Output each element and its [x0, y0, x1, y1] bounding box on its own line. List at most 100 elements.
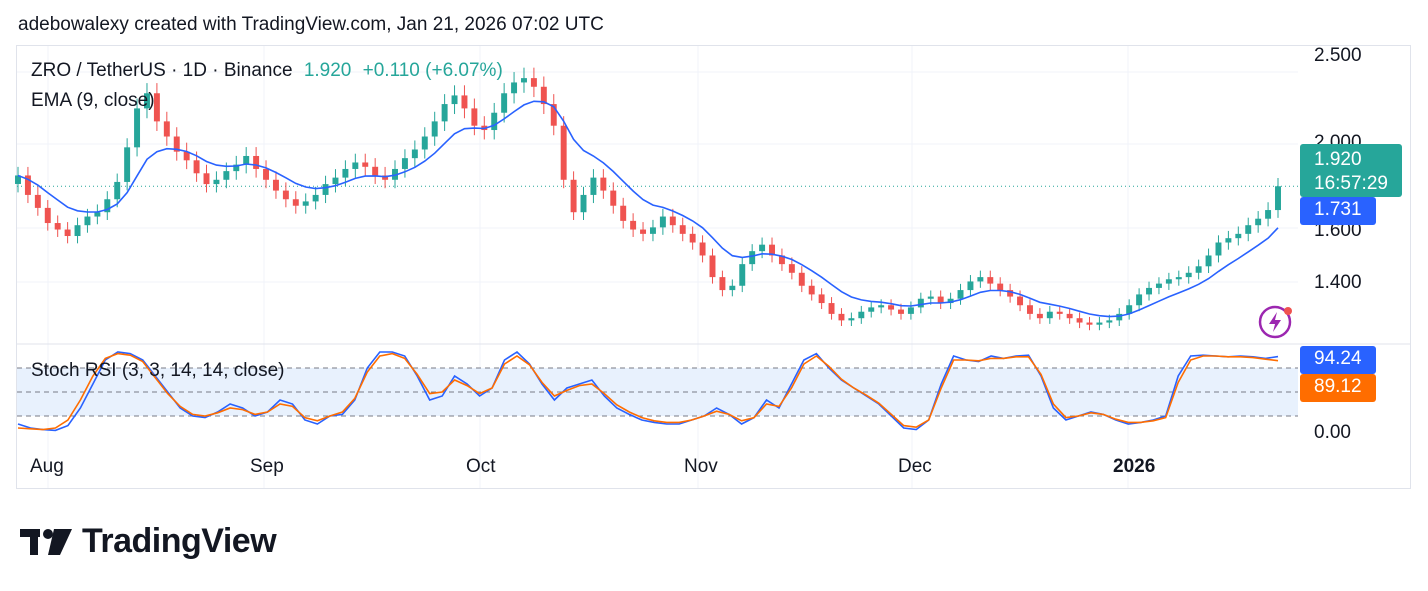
candle-body	[957, 290, 964, 299]
candle-body	[213, 179, 220, 185]
candle-body	[719, 277, 726, 291]
candle-body	[630, 220, 637, 230]
candle-body	[173, 136, 180, 152]
time-tick: Aug	[30, 456, 64, 477]
candle-body	[1146, 287, 1152, 295]
candle-body	[1185, 272, 1192, 278]
tradingview-logo-icon	[20, 528, 72, 555]
candle-body	[927, 296, 934, 299]
candle-body	[461, 95, 468, 109]
candle-body	[739, 264, 746, 286]
candle-body	[312, 194, 319, 202]
candle-body	[878, 305, 885, 308]
stoch-k-line	[17, 350, 1279, 432]
candle-body	[828, 303, 835, 314]
candle-body	[530, 78, 537, 87]
ema-legend[interactable]: EMA (9, close)	[31, 90, 155, 111]
stoch-legend[interactable]: Stoch RSI (3, 3, 14, 14, close)	[31, 360, 285, 381]
candle-body	[659, 216, 666, 228]
candle-body	[34, 194, 41, 208]
stoch-tick: 0.00	[1314, 422, 1351, 443]
candle-body	[937, 296, 944, 304]
candle-body	[521, 78, 527, 83]
candle-body	[1007, 290, 1014, 297]
candle-body	[1205, 255, 1212, 267]
candle-body	[153, 93, 160, 122]
candle-body	[382, 175, 389, 180]
candle-body	[590, 177, 597, 195]
candle-body	[759, 244, 766, 252]
candle-body	[788, 264, 795, 273]
symbol-legend[interactable]: ZRO / TetherUS · 1D · Binance 1.920 +0.1…	[31, 60, 503, 82]
candle-body	[1155, 283, 1162, 288]
candle-body	[1136, 294, 1143, 306]
candle-body	[947, 298, 954, 304]
time-tick-year: 2026	[1113, 456, 1156, 477]
candle-body	[421, 136, 428, 150]
candle-body	[1017, 296, 1024, 306]
candle-body	[1195, 266, 1202, 273]
candle-body	[888, 305, 895, 310]
candle-body	[679, 225, 686, 234]
candle-body	[967, 281, 974, 291]
candle-body	[163, 121, 170, 137]
chart-credit: adebowalexy created with TradingView.com…	[18, 14, 604, 35]
time-tick: Oct	[466, 456, 496, 477]
candle-body	[1026, 305, 1033, 314]
candle-body	[431, 121, 438, 137]
candle-body	[183, 151, 190, 161]
candle-body	[1076, 318, 1083, 323]
candle-body	[1056, 311, 1063, 314]
time-tick: Dec	[898, 456, 932, 477]
candle-body	[372, 166, 379, 176]
candle-body	[84, 216, 91, 226]
candle-body	[570, 179, 577, 213]
candle-body	[292, 199, 299, 206]
candle-body	[223, 171, 230, 180]
candle-body	[1265, 210, 1272, 219]
candle-body	[272, 179, 279, 191]
candle-body	[987, 277, 994, 284]
candle-body	[917, 298, 924, 308]
candle-body	[689, 233, 696, 243]
candle-body	[124, 147, 131, 182]
candle-body	[401, 158, 408, 169]
alert-flash-icon[interactable]	[1258, 305, 1292, 339]
candle-body	[749, 251, 756, 265]
candle-body	[253, 155, 260, 169]
candle-body	[1036, 313, 1043, 319]
candle-body	[352, 162, 359, 169]
candle-body	[709, 255, 716, 278]
time-tick: Sep	[250, 456, 284, 477]
stoch-d-tag: 89.12	[1300, 374, 1376, 402]
candle-body	[114, 181, 121, 200]
symbol-label[interactable]: ZRO / TetherUS · 1D · Binance	[31, 60, 293, 81]
candle-body	[907, 307, 914, 314]
candle-body	[1175, 277, 1182, 280]
candle-body	[1275, 186, 1281, 211]
candle-body	[808, 285, 815, 295]
candle-body	[64, 229, 71, 237]
last-price-value: 1.920	[1314, 149, 1362, 170]
candle-body	[203, 173, 210, 185]
candle-body	[640, 229, 647, 234]
candle-body	[560, 125, 567, 180]
candle-body	[144, 93, 150, 109]
candle-body	[818, 294, 825, 304]
candle-body	[44, 207, 51, 224]
candle-body	[1116, 313, 1123, 321]
bar-countdown: 16:57:29	[1314, 173, 1388, 194]
candle-body	[540, 86, 547, 105]
candle-body	[1215, 242, 1222, 256]
candle-body	[580, 194, 587, 213]
candle-body	[868, 307, 875, 312]
candle-body	[1126, 305, 1133, 314]
tradingview-brand[interactable]: TradingView	[20, 522, 277, 561]
candle-body	[1235, 233, 1242, 239]
candle-body	[302, 201, 309, 206]
candle-body	[1086, 322, 1093, 325]
candle-body	[471, 108, 478, 126]
chart-frame[interactable]	[16, 45, 1411, 489]
candle-body	[769, 244, 775, 256]
